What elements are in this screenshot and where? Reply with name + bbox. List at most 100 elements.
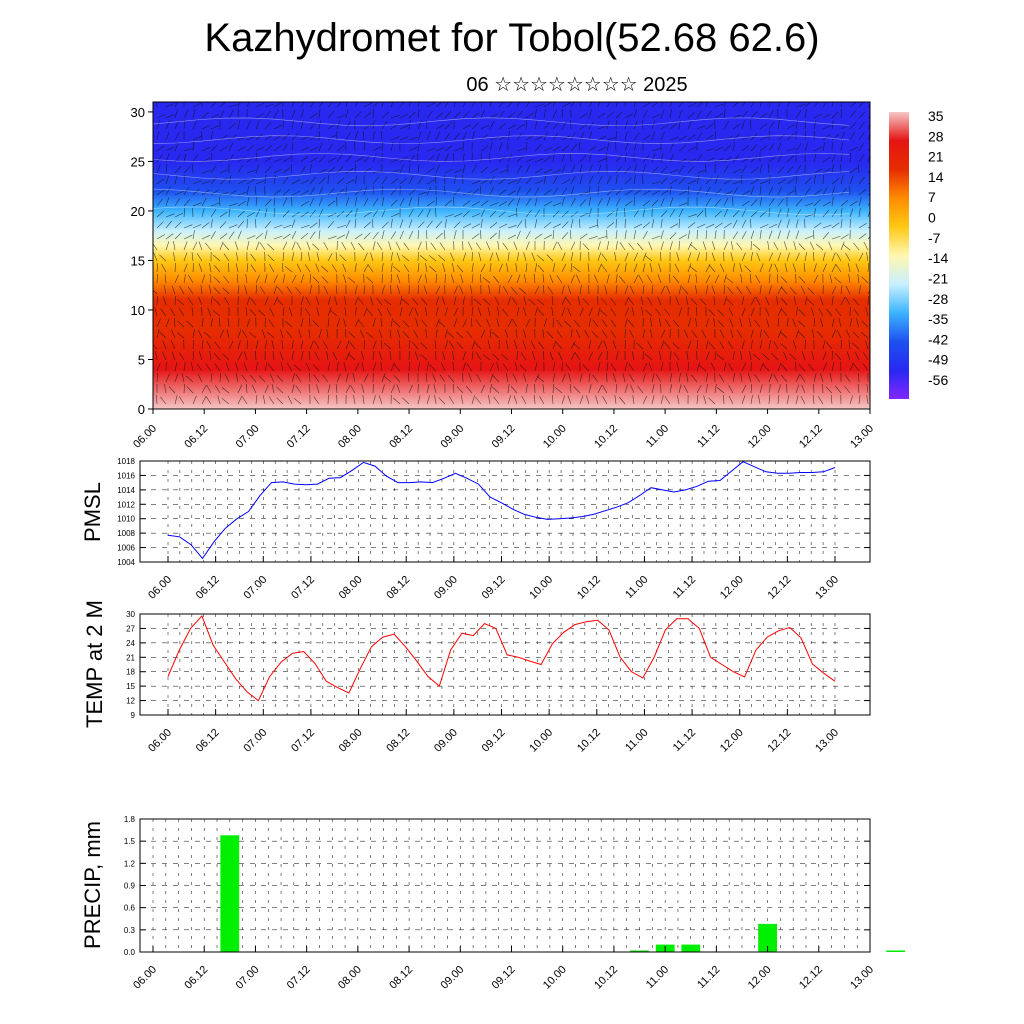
wind-barb (543, 102, 552, 108)
wind-barb (660, 251, 662, 262)
wind-barb (516, 252, 520, 262)
wind-barb (306, 241, 311, 251)
wind-barb (717, 309, 725, 317)
wind-barb (471, 340, 476, 350)
wind-barb (489, 362, 495, 372)
wind-barb (401, 255, 410, 262)
wind-barb (326, 351, 329, 361)
wind-barb (174, 198, 180, 207)
x-tick-label: 10.12 (592, 964, 620, 992)
wind-barb (280, 329, 284, 339)
wind-barb (435, 153, 440, 163)
y-tick-label: 1012 (117, 500, 135, 509)
wind-barb (201, 111, 209, 119)
wind-barb (507, 395, 511, 405)
wind-barb (277, 286, 284, 295)
wind-barb (358, 297, 365, 306)
time-tick-label: 06.12 (182, 423, 210, 451)
wind-barb (804, 296, 808, 306)
wind-barb (308, 350, 311, 361)
wind-barb (318, 208, 324, 218)
wind-barb (570, 274, 575, 284)
wind-barb (705, 102, 708, 108)
wind-barb (759, 362, 764, 372)
wind-barb (567, 307, 572, 317)
wind-barb (831, 350, 833, 361)
wind-barb (561, 263, 567, 273)
wind-barb (453, 196, 455, 207)
wind-barb (588, 121, 595, 130)
wind-barb (381, 339, 383, 350)
wind-barb (624, 339, 626, 350)
wind-barb (741, 296, 745, 306)
wind-barb (768, 102, 770, 108)
wind-barb (456, 342, 464, 350)
wind-barb (633, 189, 642, 196)
wind-barb (816, 331, 824, 339)
wind-barb (857, 274, 860, 284)
wind-barb (768, 285, 772, 295)
wind-barb (327, 111, 335, 119)
wind-barb (728, 395, 734, 405)
wind-barb (759, 384, 763, 394)
wind-barb (282, 157, 291, 163)
wind-barb (588, 340, 592, 350)
wind-barb (705, 285, 709, 295)
wind-barb (165, 103, 175, 108)
wind-barb (511, 297, 518, 306)
wind-barb (210, 296, 213, 306)
wind-barb (462, 124, 472, 130)
wind-barb (587, 263, 590, 273)
wind-barb (741, 200, 750, 207)
y-tick-label: 18 (126, 668, 135, 677)
wind-barb (633, 102, 636, 108)
wind-barb (728, 363, 734, 372)
wind-barb (393, 375, 401, 383)
wind-barb (741, 362, 746, 372)
x-tick-label: 09.12 (490, 964, 518, 992)
wind-barb (300, 109, 305, 119)
wind-barb (336, 340, 342, 350)
wind-barb (678, 240, 680, 251)
wind-barb (615, 130, 617, 141)
wind-barb (534, 233, 543, 240)
wind-barb (597, 197, 603, 207)
wind-barb (644, 255, 653, 262)
wind-barb (156, 145, 165, 152)
wind-barb (853, 242, 860, 251)
wind-barb (857, 383, 860, 394)
wind-barb (732, 231, 739, 240)
wind-barb (597, 175, 603, 185)
wind-barb (669, 109, 672, 119)
wind-barb (768, 156, 777, 163)
wind-barb (462, 153, 465, 163)
wind-barb (187, 286, 194, 295)
wind-barb (403, 264, 410, 273)
wind-barb (332, 351, 338, 361)
wind-barb (651, 120, 656, 130)
wind-barb (183, 362, 186, 372)
wind-barb (489, 186, 494, 196)
wind-barb (642, 395, 648, 405)
wind-barb (624, 307, 630, 317)
wind-barb (442, 351, 446, 361)
wind-barb (489, 137, 499, 141)
wind-barb (286, 330, 293, 339)
wind-barb (763, 330, 770, 339)
wind-barb (858, 233, 867, 240)
wind-barb (750, 395, 753, 405)
wind-barb (399, 219, 404, 229)
wind-barb (282, 307, 285, 317)
wind-barb (291, 373, 295, 383)
wind-barb (348, 353, 356, 361)
wind-barb (471, 306, 474, 317)
wind-barb (492, 331, 500, 339)
wind-barb (316, 307, 320, 317)
wind-barb (819, 296, 824, 306)
wind-barb (482, 277, 491, 284)
wind-barb (435, 329, 438, 339)
wind-barb (246, 169, 256, 174)
wind-barb (606, 197, 611, 207)
wind-barb (741, 252, 746, 262)
